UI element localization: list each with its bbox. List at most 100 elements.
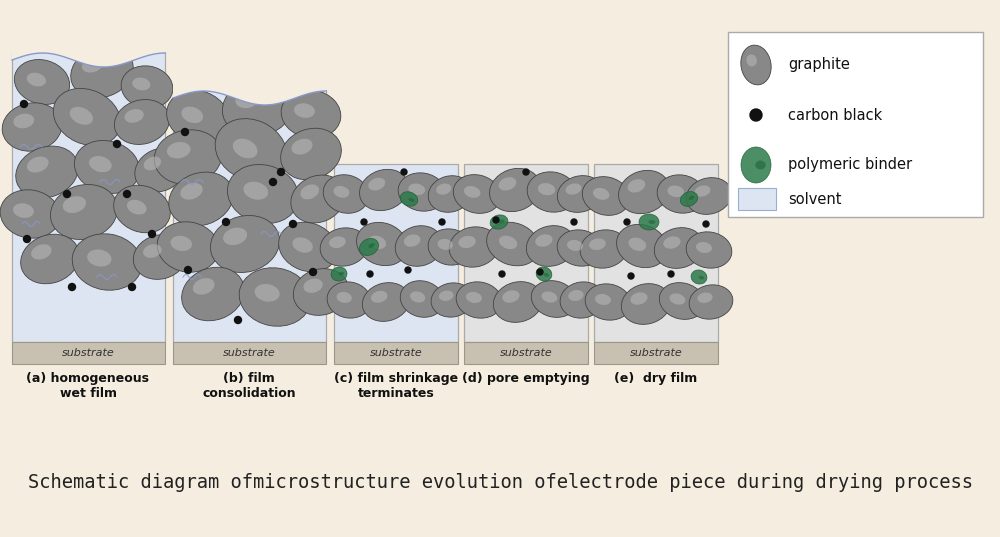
Ellipse shape <box>691 270 707 284</box>
Circle shape <box>571 219 577 225</box>
Ellipse shape <box>654 228 704 268</box>
Ellipse shape <box>619 170 669 214</box>
Ellipse shape <box>371 291 387 303</box>
Ellipse shape <box>755 161 766 170</box>
Ellipse shape <box>71 46 133 98</box>
Ellipse shape <box>303 279 323 293</box>
Ellipse shape <box>535 234 553 246</box>
Ellipse shape <box>648 220 656 224</box>
Ellipse shape <box>133 235 187 279</box>
Circle shape <box>439 219 445 225</box>
Ellipse shape <box>16 146 78 198</box>
Ellipse shape <box>323 175 369 213</box>
Ellipse shape <box>239 268 311 326</box>
Ellipse shape <box>453 175 501 213</box>
Circle shape <box>20 100 28 107</box>
Ellipse shape <box>746 54 757 67</box>
Ellipse shape <box>741 147 771 183</box>
Text: (e)  dry film: (e) dry film <box>614 372 698 385</box>
Ellipse shape <box>560 282 604 318</box>
Circle shape <box>703 221 709 227</box>
Ellipse shape <box>395 226 443 266</box>
Ellipse shape <box>27 157 49 172</box>
Ellipse shape <box>124 109 144 123</box>
Ellipse shape <box>13 203 34 218</box>
Ellipse shape <box>357 222 407 266</box>
Ellipse shape <box>135 148 185 192</box>
Ellipse shape <box>667 185 684 197</box>
Text: (b) film
consolidation: (b) film consolidation <box>202 372 296 400</box>
Ellipse shape <box>27 72 46 86</box>
Ellipse shape <box>686 178 732 214</box>
Text: substrate: substrate <box>223 348 276 358</box>
Ellipse shape <box>63 196 86 213</box>
Ellipse shape <box>593 188 609 200</box>
Text: substrate: substrate <box>630 348 682 358</box>
Bar <box>594 342 718 364</box>
Ellipse shape <box>227 164 299 223</box>
Bar <box>334 342 458 364</box>
Ellipse shape <box>157 222 219 272</box>
Circle shape <box>628 273 634 279</box>
Ellipse shape <box>337 292 352 303</box>
Circle shape <box>124 191 130 198</box>
Ellipse shape <box>458 236 476 248</box>
Ellipse shape <box>320 228 368 266</box>
Ellipse shape <box>557 230 603 266</box>
Ellipse shape <box>13 114 34 128</box>
Ellipse shape <box>360 169 408 211</box>
Ellipse shape <box>639 214 659 230</box>
Circle shape <box>278 169 285 176</box>
Bar <box>12 342 165 364</box>
Bar <box>464 342 588 364</box>
Ellipse shape <box>544 273 549 277</box>
Ellipse shape <box>292 237 313 253</box>
Ellipse shape <box>695 185 710 197</box>
Ellipse shape <box>408 184 425 195</box>
Circle shape <box>64 191 70 198</box>
Ellipse shape <box>114 99 170 144</box>
Ellipse shape <box>294 103 315 118</box>
Ellipse shape <box>536 267 552 281</box>
Circle shape <box>361 219 367 225</box>
Ellipse shape <box>14 60 70 105</box>
Ellipse shape <box>31 244 51 259</box>
Circle shape <box>114 141 120 148</box>
Ellipse shape <box>339 272 344 275</box>
Circle shape <box>401 169 407 175</box>
Ellipse shape <box>70 107 93 125</box>
Text: graphite: graphite <box>788 57 850 72</box>
Circle shape <box>290 221 296 228</box>
Ellipse shape <box>689 285 733 319</box>
Ellipse shape <box>680 192 698 206</box>
Ellipse shape <box>436 184 451 195</box>
Ellipse shape <box>410 292 425 302</box>
Circle shape <box>750 109 762 121</box>
Text: substrate: substrate <box>500 348 552 358</box>
Circle shape <box>128 284 136 291</box>
Circle shape <box>537 269 543 275</box>
Circle shape <box>270 178 276 185</box>
Ellipse shape <box>409 198 415 202</box>
Ellipse shape <box>428 176 472 212</box>
Ellipse shape <box>595 294 611 305</box>
Ellipse shape <box>404 234 420 247</box>
Ellipse shape <box>368 243 375 248</box>
Ellipse shape <box>629 237 646 251</box>
Circle shape <box>234 316 242 323</box>
Ellipse shape <box>50 185 118 240</box>
Circle shape <box>499 271 505 277</box>
Ellipse shape <box>193 278 215 295</box>
Ellipse shape <box>439 291 454 301</box>
Ellipse shape <box>215 119 287 182</box>
Ellipse shape <box>181 106 203 123</box>
Ellipse shape <box>400 281 444 317</box>
Ellipse shape <box>580 230 628 268</box>
Ellipse shape <box>210 215 280 272</box>
Ellipse shape <box>291 139 313 155</box>
Ellipse shape <box>369 236 386 249</box>
Ellipse shape <box>281 128 341 180</box>
Text: substrate: substrate <box>370 348 422 358</box>
Ellipse shape <box>182 267 244 321</box>
Ellipse shape <box>663 236 681 249</box>
